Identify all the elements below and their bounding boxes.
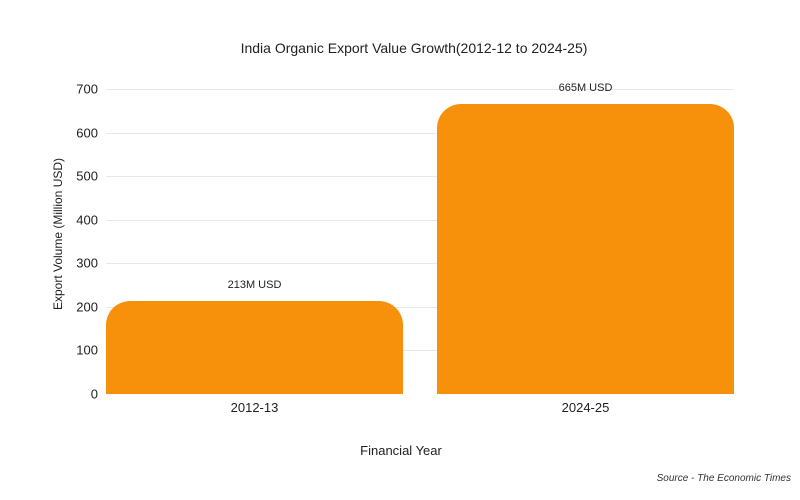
source-note: Source - The Economic Times <box>656 473 791 484</box>
gridline <box>106 307 734 308</box>
y-tick-label: 500 <box>76 168 98 184</box>
y-tick-label: 200 <box>76 299 98 315</box>
bar-2012-13 <box>106 301 403 394</box>
bar-data-label: 665M USD <box>558 82 613 95</box>
y-tick-label: 700 <box>76 81 98 97</box>
gridline <box>106 220 734 221</box>
gridline <box>106 176 734 177</box>
y-tick-label: 400 <box>76 212 98 228</box>
y-tick-label: 300 <box>76 255 98 271</box>
chart-title: India Organic Export Value Growth(2012-1… <box>240 40 588 56</box>
gridline <box>106 133 734 134</box>
y-tick-label: 600 <box>76 125 98 141</box>
gridline <box>106 89 734 90</box>
y-tick-label: 0 <box>90 386 98 402</box>
x-tick-label: 2024-25 <box>561 400 610 415</box>
x-axis-label: Financial Year <box>360 443 442 458</box>
y-tick-label: 100 <box>76 342 98 358</box>
x-tick-label: 2012-13 <box>230 400 279 415</box>
bar-2024-25 <box>437 104 734 394</box>
bar-data-label: 213M USD <box>227 279 282 292</box>
gridline <box>106 350 734 351</box>
gridline <box>106 263 734 264</box>
